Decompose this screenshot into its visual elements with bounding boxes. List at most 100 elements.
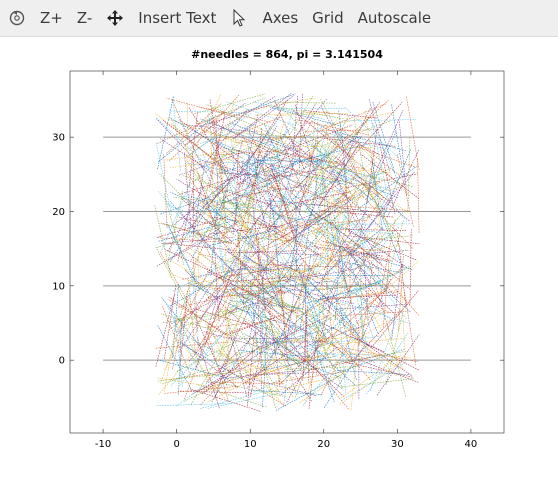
toolbar-grid-button[interactable]: Grid bbox=[312, 9, 344, 27]
needle-line bbox=[272, 337, 312, 402]
chart-title: #needles = 864, pi = 3.141504 bbox=[191, 48, 383, 61]
needle-line bbox=[184, 329, 212, 400]
needle-line bbox=[204, 319, 278, 329]
needle-line bbox=[366, 129, 378, 204]
needle-line bbox=[308, 325, 336, 396]
needle-line bbox=[206, 330, 260, 383]
needle-line bbox=[179, 149, 249, 176]
rotate-icon[interactable] bbox=[8, 4, 26, 32]
needle-line bbox=[180, 197, 223, 260]
needle-line bbox=[253, 101, 325, 120]
needle-line bbox=[267, 375, 340, 393]
needle-line bbox=[250, 336, 294, 398]
needle-line bbox=[164, 385, 238, 394]
toolbar-axes-button[interactable]: Axes bbox=[262, 9, 299, 27]
needle-line bbox=[172, 96, 181, 171]
needle-line bbox=[329, 188, 347, 262]
needle-line bbox=[262, 179, 309, 239]
needle-line bbox=[262, 201, 320, 250]
needle-line bbox=[319, 210, 393, 218]
needle-line bbox=[244, 376, 316, 396]
needle-line bbox=[262, 164, 279, 238]
needle-line bbox=[301, 314, 312, 388]
needle-line bbox=[366, 332, 409, 395]
toolbar-z-button[interactable]: Z- bbox=[76, 9, 93, 27]
needle-line bbox=[303, 156, 354, 213]
needle-line bbox=[190, 339, 228, 405]
needle-line bbox=[268, 164, 341, 180]
needle-line bbox=[324, 276, 389, 313]
pointer-arrow-icon[interactable] bbox=[230, 4, 248, 32]
needle-line bbox=[242, 114, 259, 188]
needle-line bbox=[223, 199, 227, 275]
needle-line bbox=[184, 103, 246, 146]
needle-line bbox=[226, 93, 296, 119]
needle-line bbox=[215, 118, 219, 194]
needle-line bbox=[289, 291, 351, 335]
needle-line bbox=[342, 242, 384, 305]
needle-line bbox=[260, 163, 326, 200]
needle-line bbox=[178, 320, 182, 395]
needle-line bbox=[334, 279, 395, 323]
needle-line bbox=[378, 141, 396, 215]
toolbar-autoscale-button[interactable]: Autoscale bbox=[357, 9, 432, 27]
needle-line bbox=[189, 174, 231, 237]
needle-line bbox=[265, 264, 340, 268]
needle-line bbox=[417, 158, 420, 233]
needle-line bbox=[307, 278, 358, 334]
needle-line bbox=[252, 202, 261, 277]
needle-line bbox=[248, 99, 288, 163]
needle-line bbox=[156, 216, 228, 238]
needle-line bbox=[243, 161, 313, 188]
needle-line bbox=[220, 165, 272, 220]
needle-line bbox=[323, 148, 363, 212]
needle-line bbox=[317, 103, 386, 133]
plot-toolbar: Z+ Z- Insert Text Axes Grid Autoscale bbox=[0, 0, 558, 37]
needle-line bbox=[218, 294, 251, 362]
toolbar-insert-text-button[interactable]: Insert Text bbox=[138, 9, 217, 27]
needle-line bbox=[177, 188, 194, 262]
needle-line bbox=[266, 170, 323, 220]
needle-line bbox=[263, 262, 297, 330]
needle-line bbox=[335, 131, 407, 152]
needle-line bbox=[229, 282, 297, 314]
needle-line bbox=[284, 140, 320, 207]
needle-line bbox=[286, 337, 324, 403]
needle-line bbox=[328, 162, 363, 229]
needle-line bbox=[261, 212, 335, 227]
needle-line bbox=[245, 267, 315, 297]
needle-line bbox=[398, 121, 408, 196]
needle-line bbox=[398, 256, 404, 331]
needle-line bbox=[170, 191, 238, 224]
needle-line bbox=[166, 221, 200, 289]
needle-line bbox=[161, 297, 208, 357]
needle-line bbox=[157, 325, 193, 392]
needle-line bbox=[169, 200, 219, 258]
needle-line bbox=[160, 313, 186, 384]
needle-line bbox=[247, 188, 275, 259]
needle-line bbox=[270, 160, 297, 231]
x-tick-label: 40 bbox=[465, 439, 478, 450]
needle-line bbox=[162, 120, 222, 166]
needle-line bbox=[200, 149, 228, 219]
needle-line bbox=[320, 128, 375, 180]
needle-line bbox=[167, 225, 203, 292]
needle-line bbox=[210, 201, 219, 276]
needle-line bbox=[346, 238, 389, 301]
toolbar-z-button[interactable]: Z+ bbox=[40, 9, 63, 27]
needle-line bbox=[310, 315, 348, 381]
needle-line bbox=[306, 207, 358, 263]
needle-line bbox=[337, 108, 371, 175]
needle-line bbox=[371, 168, 383, 242]
needle-line bbox=[230, 122, 299, 152]
pan-move-icon[interactable] bbox=[106, 4, 124, 32]
needle-line bbox=[257, 235, 266, 310]
needle-line bbox=[275, 321, 288, 395]
needle-line bbox=[262, 252, 328, 288]
needle-line bbox=[244, 213, 315, 239]
needle-line bbox=[352, 336, 419, 371]
needle-line bbox=[245, 280, 311, 317]
needle-line bbox=[165, 203, 235, 233]
needle-line bbox=[323, 209, 368, 271]
needle-line bbox=[365, 131, 397, 200]
